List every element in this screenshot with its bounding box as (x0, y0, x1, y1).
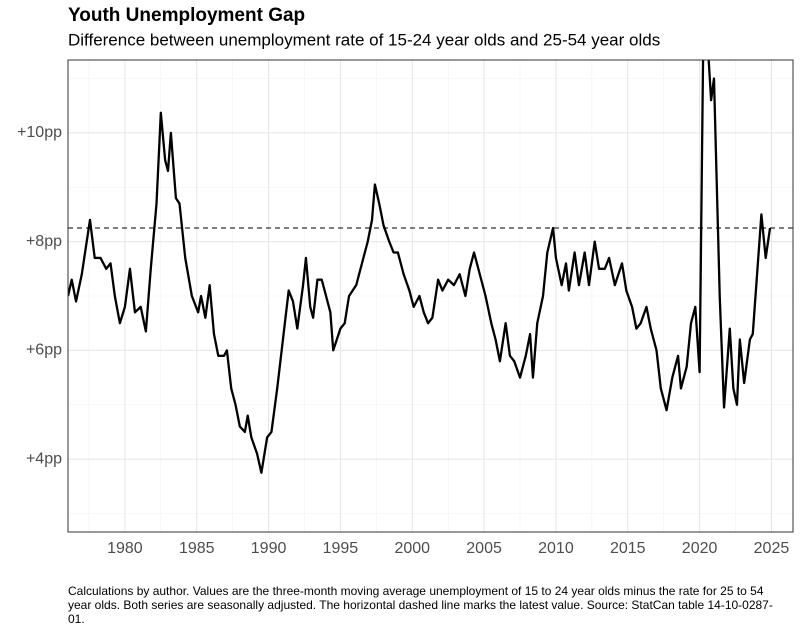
x-tick-label: 2010 (538, 540, 574, 557)
y-tick-label: +6pp (26, 342, 62, 359)
y-tick-label: +8pp (26, 233, 62, 250)
chart: Youth Unemployment Gap Difference betwee… (17, 5, 794, 557)
x-tick-label: 2005 (466, 540, 502, 557)
chart-subtitle: Difference between unemployment rate of … (68, 30, 660, 49)
x-tick-label: 1985 (179, 540, 215, 557)
x-tick-label: 2025 (754, 540, 790, 557)
x-tick-label: 1990 (251, 540, 287, 557)
y-tick-label: +4pp (26, 450, 62, 467)
plot-border (67, 59, 794, 533)
x-tick-label: 1980 (107, 540, 143, 557)
y-tick-label: +10pp (17, 124, 62, 141)
caption: Calculations by author. Values are the t… (68, 584, 773, 626)
data-line (68, 60, 772, 474)
x-tick-label: 2015 (610, 540, 646, 557)
x-tick-label: 2000 (394, 540, 430, 557)
x-tick-label: 2020 (682, 540, 718, 557)
x-tick-label: 1995 (323, 540, 359, 557)
chart-title: Youth Unemployment Gap (68, 5, 305, 26)
